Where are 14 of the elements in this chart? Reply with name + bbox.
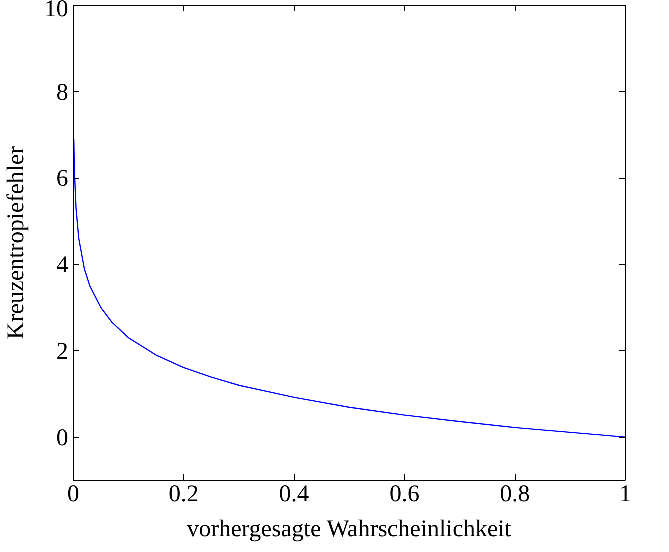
- x-tick-label: 0.4: [279, 482, 310, 508]
- x-axis-title: vorhergesagte Wahrscheinlichkeit: [187, 516, 512, 542]
- y-tick-label: 8: [56, 80, 68, 106]
- y-axis-title: Kreuzentropiefehler: [4, 146, 30, 340]
- line-series: [74, 138, 626, 438]
- x-tick-label: 1: [620, 482, 632, 508]
- y-tick-label: 6: [56, 166, 68, 192]
- x-tick-label: 0.2: [168, 482, 199, 508]
- x-tick-label: 0.8: [500, 482, 530, 508]
- x-tick-label: 0.6: [390, 482, 420, 508]
- y-tick-label: 2: [56, 338, 68, 365]
- y-tick-label: 10: [44, 0, 68, 22]
- y-tick-label: 4: [56, 252, 68, 279]
- y-tick-label: 0: [56, 425, 68, 452]
